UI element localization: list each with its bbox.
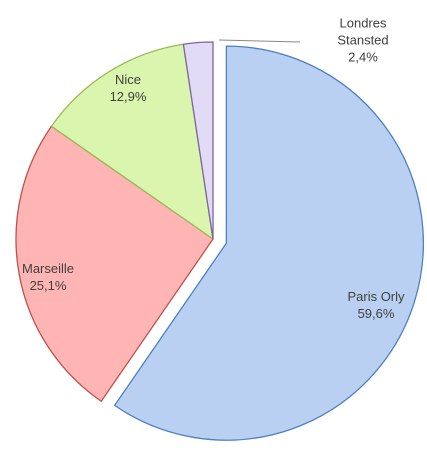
category-label: Marseille: [21, 261, 74, 276]
category-label: Nice: [114, 72, 141, 87]
slice-label: Nice 12,9%: [98, 71, 158, 105]
pie-slice: [182, 41, 214, 240]
slice-label: Paris Orly 59,6%: [331, 288, 421, 322]
category-label: Londres Stansted: [337, 15, 389, 48]
category-label: Paris Orly: [347, 289, 405, 304]
pie-slice: [15, 125, 214, 403]
value-label: 25,1%: [29, 278, 67, 293]
slice-label: Londres Stansted 2,4%: [328, 15, 398, 66]
pie-slice: [50, 43, 214, 241]
slice-label: Marseille 25,1%: [8, 260, 88, 294]
value-label: 2,4%: [348, 49, 378, 65]
value-label: 59,6%: [357, 306, 395, 321]
leader-line: [218, 39, 301, 43]
pie-slice: [113, 45, 425, 441]
value-label: 12,9%: [109, 89, 147, 104]
